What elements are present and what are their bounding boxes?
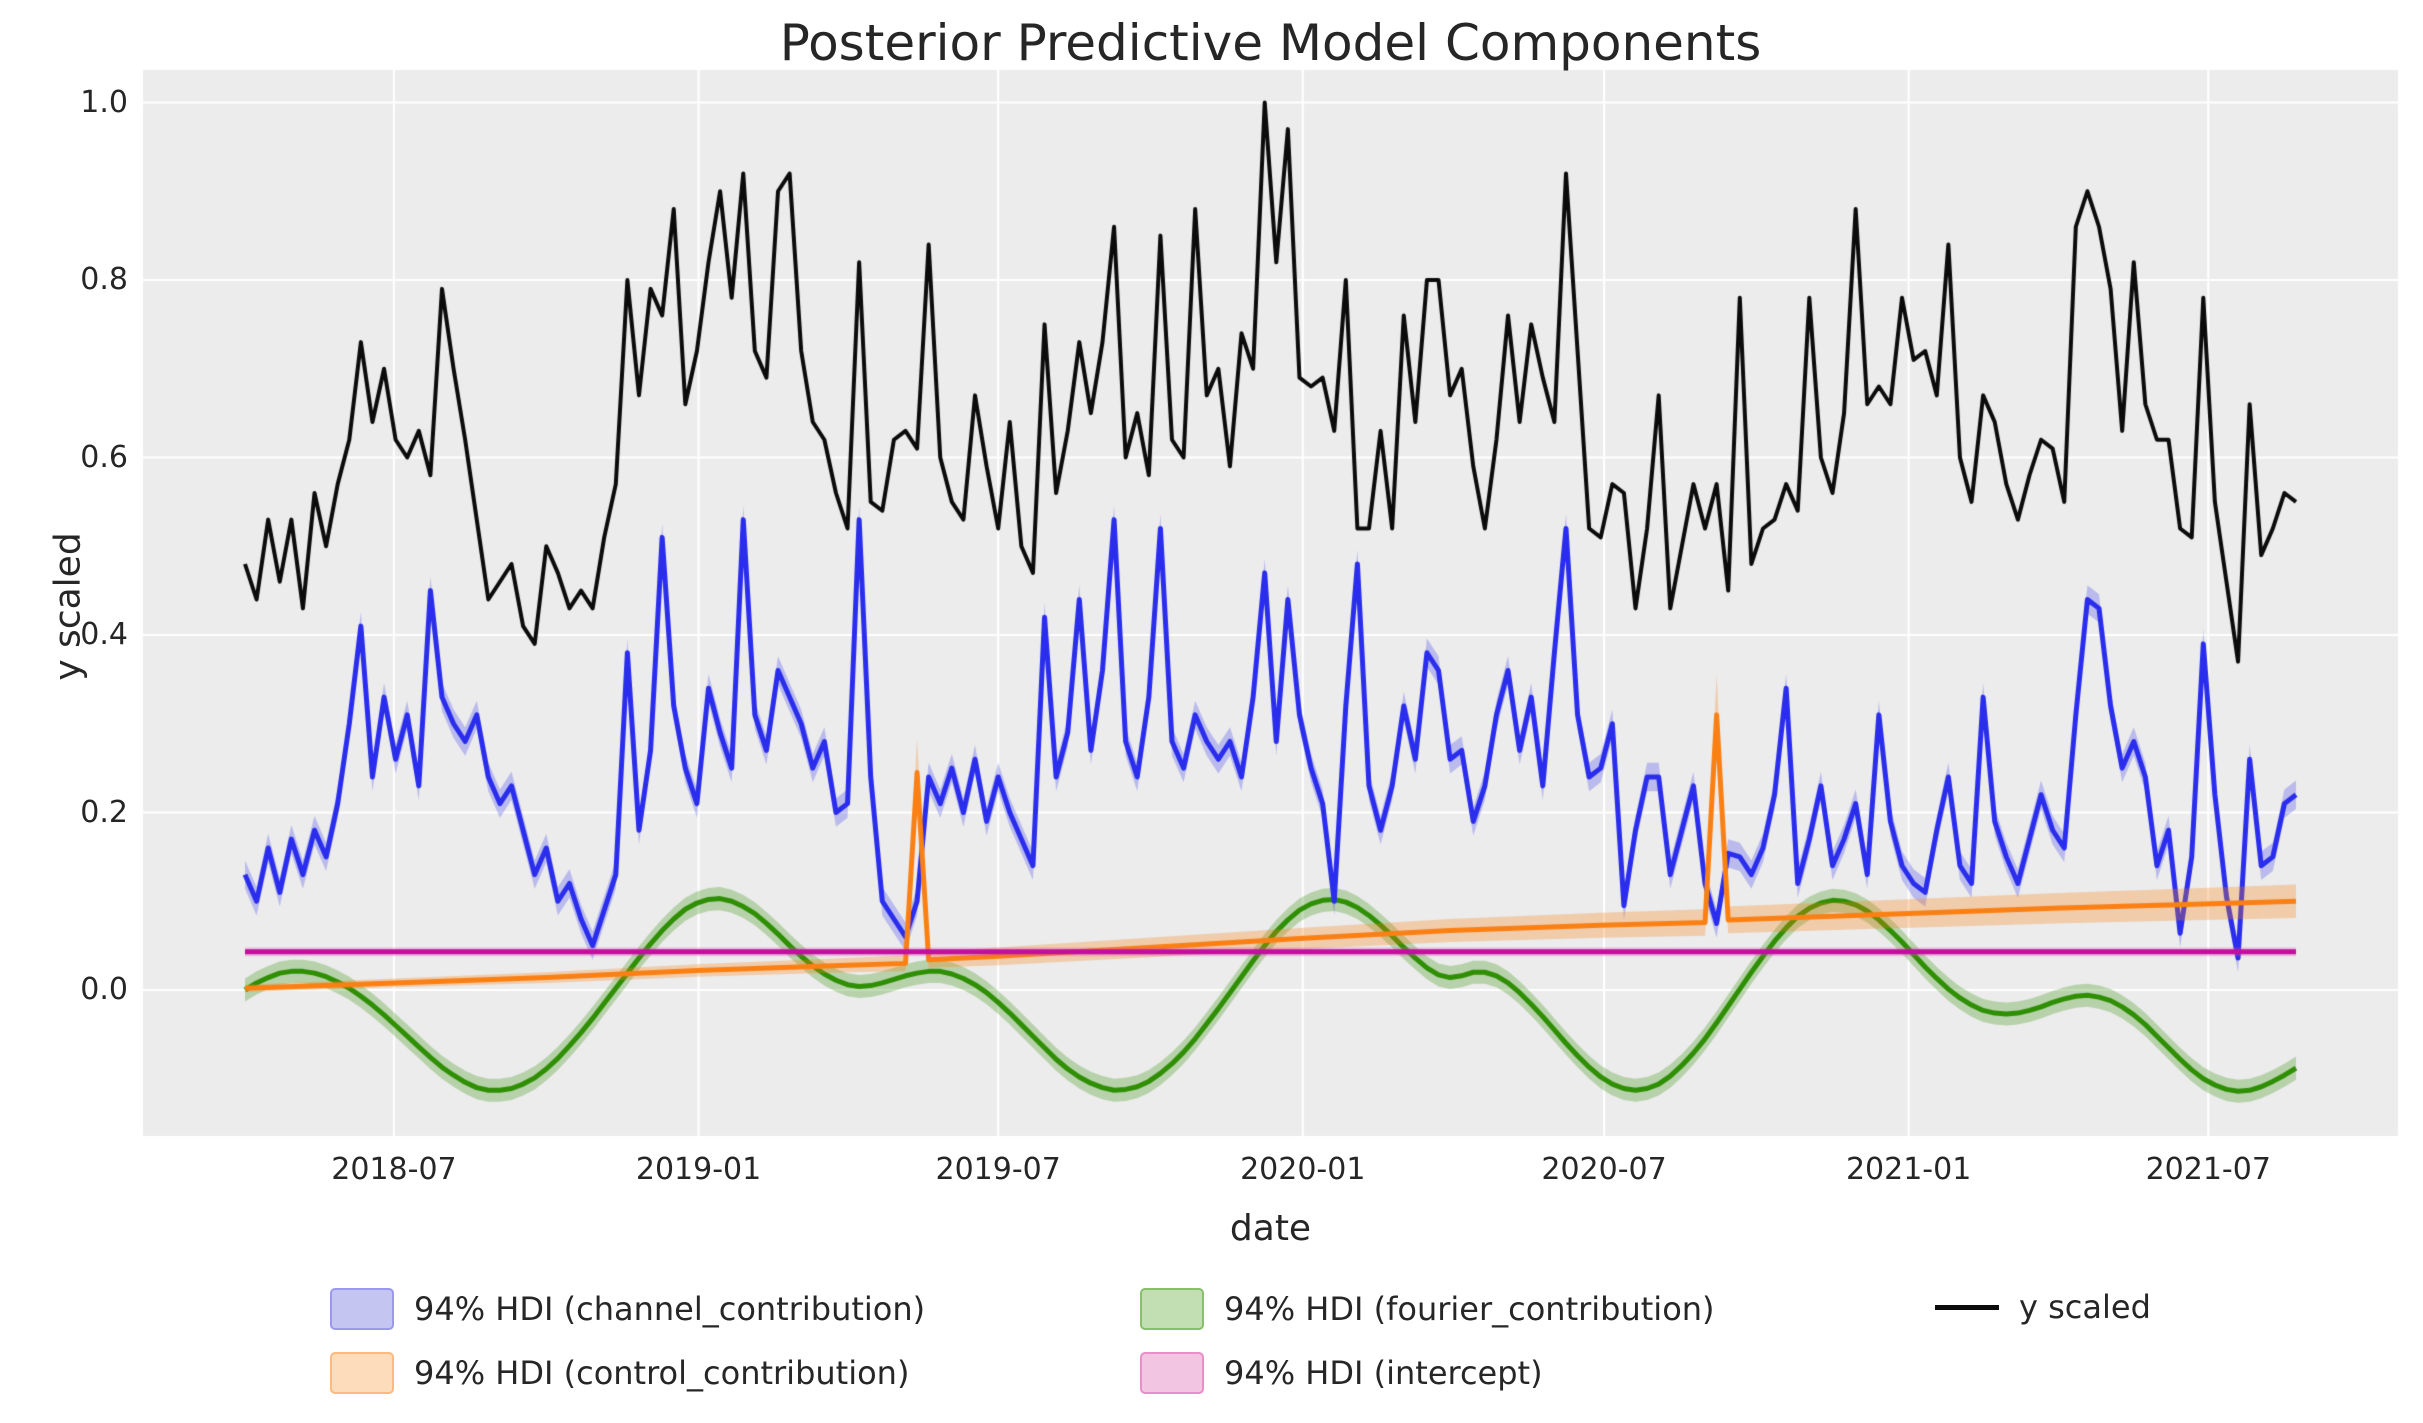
legend-item: 94% HDI (control_contribution) bbox=[330, 1352, 909, 1394]
legend-item: 94% HDI (channel_contribution) bbox=[330, 1288, 925, 1330]
y-tick-label: 0.2 bbox=[80, 794, 128, 830]
legend-label: 94% HDI (intercept) bbox=[1224, 1354, 1543, 1392]
x-tick-label: 2021-01 bbox=[1845, 1152, 1972, 1187]
legend-label: y scaled bbox=[2019, 1288, 2151, 1326]
legend-item: 94% HDI (intercept) bbox=[1140, 1352, 1543, 1394]
y-tick-label: 1.0 bbox=[80, 84, 128, 120]
legend-item: y scaled bbox=[1935, 1288, 2151, 1326]
y-axis-label: y scaled bbox=[47, 532, 89, 681]
y-tick-label: 0.0 bbox=[80, 972, 128, 1007]
x-tick-label: 2021-07 bbox=[2145, 1152, 2271, 1187]
x-tick-label: 2019-01 bbox=[635, 1152, 762, 1187]
y-tick-label: 0.8 bbox=[80, 262, 128, 297]
legend-swatch-patch bbox=[1140, 1352, 1204, 1394]
x-tick-label: 2019-07 bbox=[935, 1152, 1061, 1187]
x-axis-label: date bbox=[1229, 1208, 1312, 1249]
y-tick-label: 0.4 bbox=[80, 617, 128, 652]
x-tick-label: 2020-07 bbox=[1541, 1152, 1667, 1187]
legend-swatch-patch bbox=[1140, 1288, 1204, 1330]
legend-swatch-line bbox=[1935, 1304, 1999, 1310]
legend-swatch-patch bbox=[330, 1288, 394, 1330]
legend-label: 94% HDI (control_contribution) bbox=[414, 1354, 910, 1392]
legend-swatch-patch bbox=[330, 1352, 394, 1394]
chart-title: Posterior Predictive Model Components bbox=[779, 14, 1762, 72]
x-tick-label: 2018-07 bbox=[331, 1152, 457, 1187]
y-tick-label: 0.6 bbox=[80, 439, 128, 475]
legend-item: 94% HDI (fourier_contribution) bbox=[1140, 1288, 1715, 1330]
x-tick-label: 2020-01 bbox=[1240, 1152, 1366, 1187]
legend-label: 94% HDI (fourier_contribution) bbox=[1224, 1290, 1715, 1328]
legend-label: 94% HDI (channel_contribution) bbox=[414, 1290, 926, 1328]
